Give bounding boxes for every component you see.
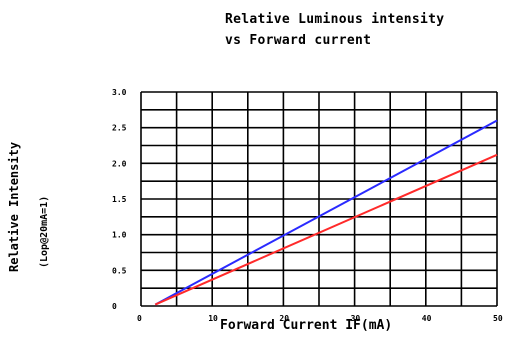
x-tick-label: 40 bbox=[422, 314, 432, 323]
series-lines bbox=[154, 119, 498, 306]
grid bbox=[140, 91, 498, 307]
y-tick-label: 2.0 bbox=[112, 159, 127, 168]
y-tick-label: 1.0 bbox=[112, 231, 127, 240]
x-axis-label: Forward Current IF(mA) bbox=[220, 318, 393, 333]
chart-title-block: Relative Luminous intensity vs Forward c… bbox=[225, 9, 505, 51]
x-tick-label: 0 bbox=[137, 314, 142, 323]
x-tick-label: 50 bbox=[493, 314, 503, 323]
x-tick-label: 10 bbox=[208, 314, 218, 323]
tick-labels: 0 0.5 1.0 1.5 2.0 2.5 3.0 0 10 20 30 40 50 bbox=[112, 88, 503, 323]
x-tick-label: 20 bbox=[279, 314, 289, 323]
y-tick-label: 0.5 bbox=[112, 266, 127, 275]
y-tick-label: 1.5 bbox=[112, 195, 127, 204]
y-tick-label: 3.0 bbox=[112, 88, 127, 97]
chart-title: Relative Luminous intensity bbox=[225, 12, 445, 27]
y-tick-label: 0 bbox=[112, 302, 117, 311]
y-tick-label: 2.5 bbox=[112, 124, 127, 133]
series-line-1 bbox=[154, 119, 498, 306]
series-line-2 bbox=[154, 153, 498, 306]
x-tick-label: 30 bbox=[351, 314, 361, 323]
chart-subtitle: vs Forward current bbox=[225, 33, 372, 48]
